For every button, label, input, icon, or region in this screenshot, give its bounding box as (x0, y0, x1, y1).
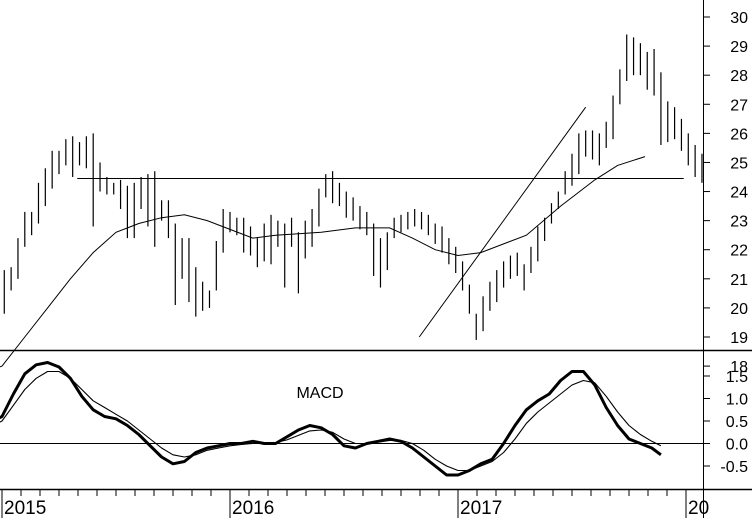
x-tick-label: 2016 (232, 498, 274, 518)
price-y-tick-label: 29 (730, 39, 748, 56)
moving-average-line (0, 156, 646, 368)
macd-y-tick-label: -0.5 (720, 459, 748, 476)
price-panel: 18 19 20 21 22 23 24 25 26 27 28 29 30 (0, 10, 748, 376)
price-y-tick-label: 28 (730, 68, 748, 85)
macd-panel: MACD -0.5 0.0 0.5 1.0 1.5 (0, 361, 748, 477)
price-y-tick-label: 26 (730, 126, 748, 143)
price-y-tick-label: 30 (730, 10, 748, 27)
price-y-tick-label: 22 (730, 243, 748, 260)
x-axis: 2015 2016 2017 20 (1, 489, 709, 518)
macd-lines (0, 361, 662, 477)
price-y-axis-ticks: 18 19 20 21 22 23 24 25 26 27 28 29 30 (703, 10, 748, 376)
macd-annotation: MACD (296, 385, 343, 402)
price-y-tick-label: 18 (730, 359, 748, 376)
price-y-tick-label: 21 (730, 272, 748, 289)
uptrend-line (418, 106, 587, 338)
macd-y-axis-ticks: -0.5 0.0 0.5 1.0 1.5 (703, 369, 748, 476)
x-tick-label: 20 (688, 498, 709, 518)
x-tick-label: 2017 (460, 498, 502, 518)
price-y-tick-label: 25 (730, 155, 748, 172)
trendlines (77, 106, 684, 338)
price-y-tick-label: 24 (730, 185, 748, 202)
price-bars (3, 34, 703, 340)
macd-y-tick-label: 0.0 (726, 437, 748, 454)
x-tick-label: 2015 (4, 498, 46, 518)
price-y-tick-label: 19 (730, 330, 748, 347)
price-y-tick-label: 20 (730, 301, 748, 318)
macd-y-tick-label: 1.5 (726, 369, 748, 386)
price-y-tick-label: 23 (730, 214, 748, 231)
price-y-tick-label: 27 (730, 97, 748, 114)
signal-line (0, 370, 662, 472)
macd-y-tick-label: 0.5 (726, 414, 748, 431)
macd-y-tick-label: 1.0 (726, 392, 748, 409)
